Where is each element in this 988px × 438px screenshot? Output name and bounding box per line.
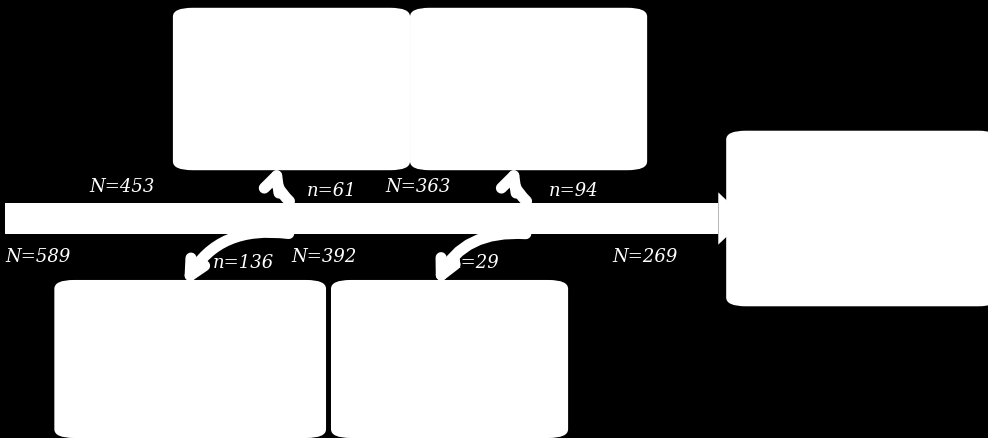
FancyBboxPatch shape (54, 280, 326, 438)
Polygon shape (5, 204, 718, 234)
FancyBboxPatch shape (410, 9, 647, 171)
Text: n=29: n=29 (450, 254, 499, 272)
Text: n=94: n=94 (548, 181, 598, 200)
Text: N=392: N=392 (291, 247, 357, 265)
Text: N=269: N=269 (613, 247, 678, 265)
Text: N=453: N=453 (89, 177, 154, 195)
FancyBboxPatch shape (726, 131, 988, 307)
FancyBboxPatch shape (173, 9, 410, 171)
Text: n=61: n=61 (306, 181, 356, 200)
Polygon shape (718, 193, 746, 245)
FancyBboxPatch shape (331, 280, 568, 438)
Text: n=136: n=136 (212, 254, 274, 272)
Text: N=363: N=363 (385, 177, 451, 195)
Text: N=589: N=589 (5, 247, 70, 265)
